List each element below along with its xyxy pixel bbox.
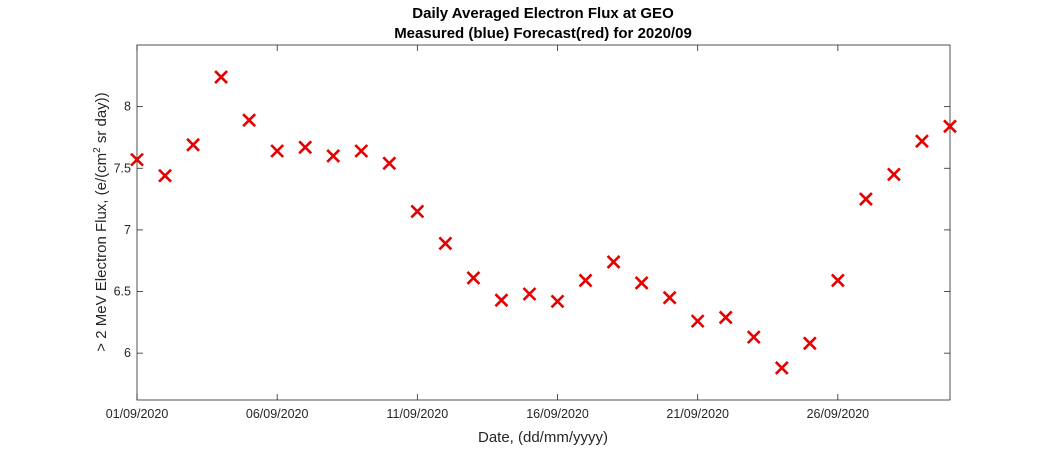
data-point (158, 168, 172, 183)
y-axis-label-tail: sr day)) (93, 92, 110, 147)
data-point (943, 119, 957, 134)
data-point (466, 271, 481, 285)
data-point (438, 236, 453, 251)
data-point (858, 192, 873, 206)
y-tick-label: 7 (124, 223, 131, 237)
y-axis-label-main: > 2 MeV Electron Flux, (e/(cm (93, 153, 110, 352)
data-point (186, 137, 200, 152)
y-tick-label: 8 (124, 100, 131, 114)
x-tick-label: 06/09/2020 (246, 407, 309, 421)
y-tick-label: 6.5 (114, 285, 131, 299)
x-tick-label: 11/09/2020 (387, 407, 449, 421)
data-point (606, 255, 621, 269)
data-point (578, 273, 593, 288)
data-point (830, 273, 845, 288)
x-tick-label: 26/09/2020 (807, 407, 870, 421)
data-point (242, 113, 257, 128)
data-point (690, 314, 705, 329)
data-point (326, 149, 341, 163)
data-point (494, 293, 509, 308)
data-point (662, 290, 677, 305)
x-tick-label: 01/09/2020 (106, 407, 169, 421)
x-tick-label: 21/09/2020 (666, 407, 729, 421)
data-point (214, 70, 229, 84)
data-point (410, 204, 425, 219)
chart-title: Daily Averaged Electron Flux at GEO (412, 5, 674, 22)
y-axis-label-superscript: 2 (92, 147, 103, 153)
data-point (746, 330, 761, 345)
data-point (354, 144, 369, 158)
axis-ticks: 6 6.5 7 7.5 8 01/09/2020 06/09/2020 11/09/2020 1… (106, 45, 950, 421)
data-point (887, 167, 901, 182)
y-tick-label: 6 (124, 346, 131, 360)
data-point (802, 336, 817, 351)
data-point (718, 310, 733, 325)
x-axis-label: Date, (dd/mm/yyyy) (478, 429, 608, 446)
data-point (774, 361, 789, 375)
data-point (298, 140, 313, 155)
plot-area (136, 44, 951, 401)
chart-subtitle: Measured (blue) Forecast(red) for 2020/0… (394, 25, 692, 42)
x-tick-label: 16/09/2020 (526, 407, 589, 421)
y-axis-label: > 2 MeV Electron Flux, (e/(cm2 sr day)) (92, 92, 110, 351)
data-point (550, 294, 565, 309)
data-point (915, 134, 929, 149)
y-tick-label: 7.5 (114, 161, 131, 175)
data-point (270, 144, 285, 158)
data-point (382, 156, 397, 171)
data-point (634, 275, 649, 290)
data-markers (130, 70, 957, 375)
data-point (522, 287, 537, 301)
data-point (130, 152, 144, 167)
